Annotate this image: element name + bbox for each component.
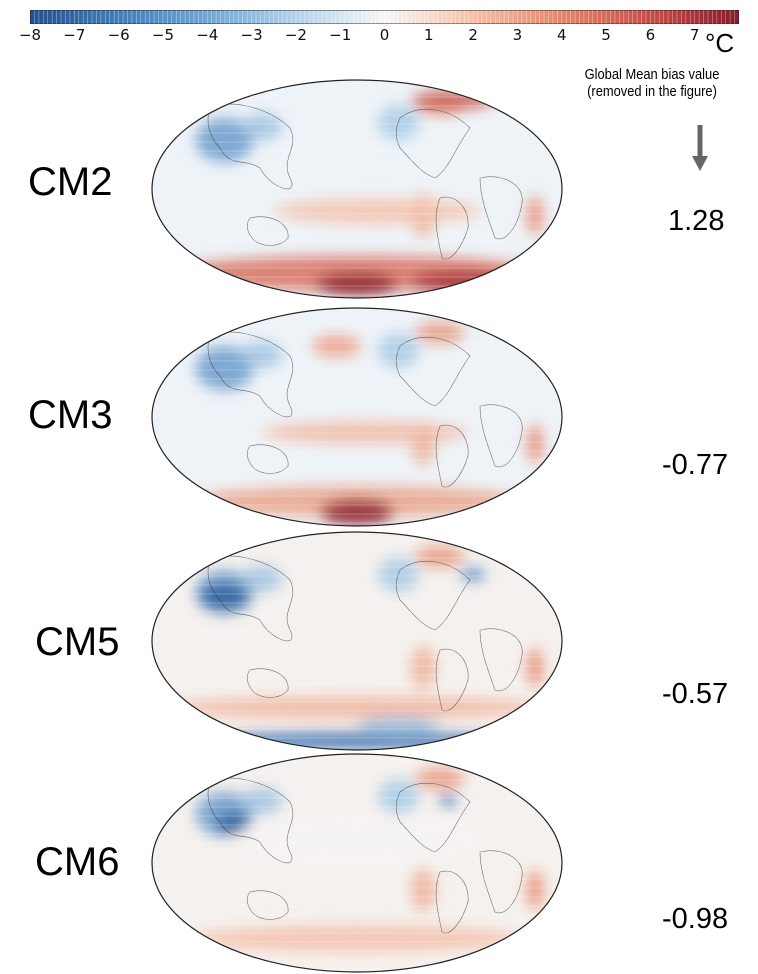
model-label: CM6 xyxy=(35,840,120,884)
model-label: CM3 xyxy=(28,393,113,437)
model-label: CM5 xyxy=(35,620,120,664)
bias-map xyxy=(150,306,564,528)
bias-map xyxy=(150,78,564,300)
colorbar-tick: −6 xyxy=(107,26,130,44)
colorbar-tick: −8 xyxy=(18,26,42,44)
colorbar-tick: −7 xyxy=(63,26,86,44)
colorbar-tick: −3 xyxy=(240,26,263,44)
bias-map xyxy=(150,530,564,752)
global-mean-bias-value: -0.98 xyxy=(662,903,729,935)
bias-header-line2: (removed in the figure) xyxy=(587,83,717,100)
colorbar-tick: 2 xyxy=(468,26,478,44)
colorbar-tick: −5 xyxy=(151,26,174,44)
colorbar xyxy=(30,10,739,24)
model-label: CM2 xyxy=(28,160,113,204)
down-arrow-icon xyxy=(692,125,708,171)
colorbar-tick: 0 xyxy=(379,26,390,44)
colorbar-tick: −1 xyxy=(329,26,352,44)
colorbar-tick: 5 xyxy=(601,26,611,44)
colorbar-tick: 6 xyxy=(645,26,656,44)
colorbar-tick: 3 xyxy=(512,26,523,44)
bias-column-header: Global Mean bias value (removed in the f… xyxy=(561,66,743,100)
colorbar-tick: −2 xyxy=(284,26,307,44)
bias-header-line1: Global Mean bias value xyxy=(584,66,720,83)
global-mean-bias-value: -0.77 xyxy=(662,449,729,481)
colorbar-tick: 7 xyxy=(689,26,700,44)
global-mean-bias-value: -0.57 xyxy=(662,678,729,710)
colorbar-tick: 1 xyxy=(424,26,434,44)
colorbar-unit: °C xyxy=(705,28,735,58)
colorbar-tick: 4 xyxy=(556,26,567,44)
bias-map xyxy=(150,752,564,974)
global-mean-bias-value: 1.28 xyxy=(668,205,725,237)
colorbar-tick: −4 xyxy=(196,26,219,44)
